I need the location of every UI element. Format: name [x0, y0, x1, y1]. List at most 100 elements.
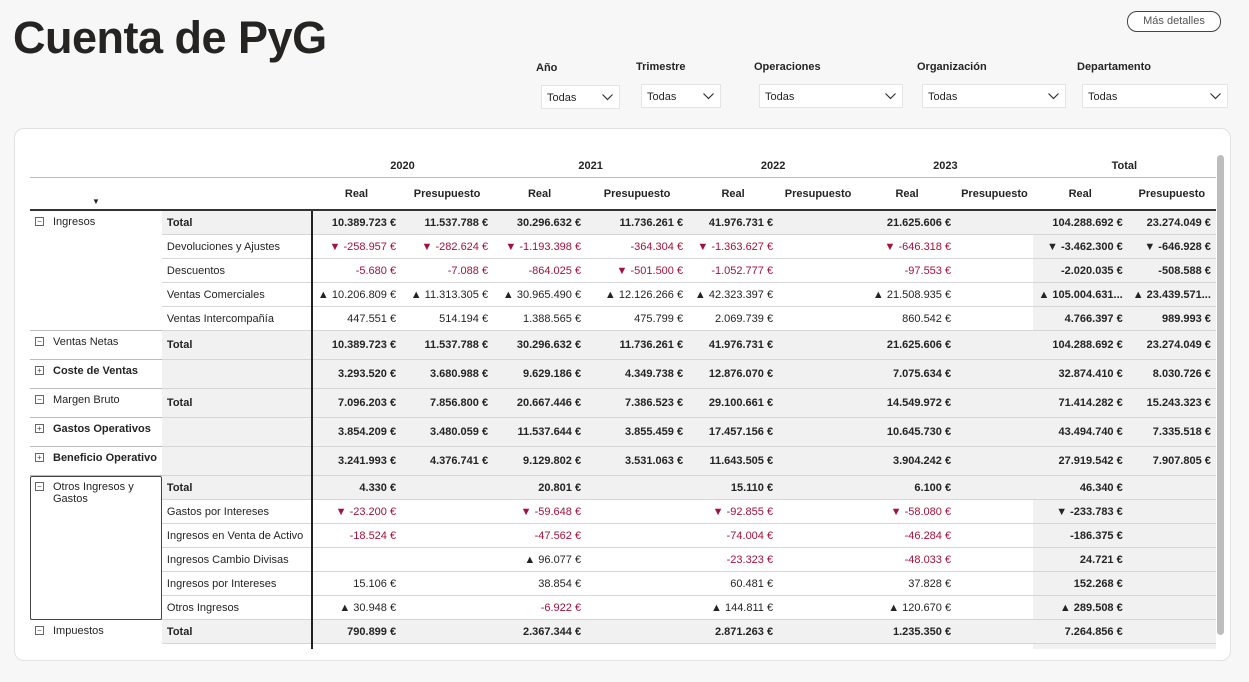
row-label: Gastos por Intereses [161, 499, 313, 524]
value-cell: ▲ 23.439.571... [1127, 282, 1216, 307]
page-title: Cuenta de PyG [13, 12, 327, 63]
filter-dropdown[interactable]: Todas [641, 84, 721, 108]
matrix-row: Gastos por Intereses ▼ -23.200 € ▼ -59.648… [30, 499, 1216, 524]
value-cell: 989.993 € [1127, 306, 1216, 331]
expand-icon[interactable]: + [35, 424, 44, 433]
value-cell: 60.481 € [688, 571, 779, 596]
value-cell: ▼ -92.855 € [688, 499, 779, 524]
value-cell: ▼ -501.500 € [586, 258, 689, 283]
value-cell [778, 330, 859, 360]
details-button[interactable]: Más detalles [1127, 11, 1221, 32]
row-group-label: Otros Ingresos y Gastos [53, 481, 134, 505]
value-cell [586, 547, 689, 572]
value-cell: 7.264.856 € [1032, 619, 1128, 644]
expand-icon[interactable]: − [35, 337, 44, 346]
value-cell: 860.542 € [858, 306, 957, 331]
value-cell [778, 547, 859, 572]
expand-icon[interactable]: + [35, 453, 44, 462]
value-cell: -7.088 € [401, 258, 494, 283]
value-cell [778, 234, 859, 259]
value-cell: 4.766.397 € [1032, 306, 1128, 331]
filter-value: Todas [1088, 91, 1118, 103]
value-cell: 3.680.988 € [401, 359, 494, 389]
chevron [703, 93, 714, 100]
filter-dropdown[interactable]: Todas [1082, 84, 1228, 108]
row-label: Ingresos en Venta de Activo [161, 523, 313, 548]
value-cell: 15.110 € [688, 475, 779, 500]
value-cell [493, 643, 587, 649]
value-cell [956, 330, 1033, 360]
measure-header: Real [688, 177, 779, 211]
value-cell [956, 547, 1033, 572]
matrix-row: + Gastos Operativos 3.854.209 €3.480.059 €… [30, 417, 1216, 447]
value-cell: ▲ 11.313.305 € [401, 282, 494, 307]
expand-icon[interactable]: − [35, 626, 44, 635]
row-label: Total [161, 330, 313, 360]
row-group[interactable]: − Impuestos [30, 619, 162, 649]
value-cell [586, 619, 689, 644]
value-cell: 29.100.661 € [688, 388, 779, 418]
row-group[interactable]: − Ventas Netas [30, 330, 162, 360]
matrix-row: Devoluciones y Ajustes ▼ -258.957 € ▼ -282… [30, 234, 1216, 259]
matrix-card: 2020 2021 2022 2023 Total ▼ Real Presupuesto Rea… [14, 128, 1231, 661]
expand-icon[interactable]: − [35, 217, 44, 226]
row-label [161, 446, 313, 476]
filter-dropdown[interactable]: Todas [759, 84, 903, 108]
row-group-label: Coste de Ventas [53, 365, 138, 377]
value-cell: 7.386.523 € [586, 388, 689, 418]
row-label: Impuestos [161, 643, 313, 649]
filter-label: Operaciones [754, 61, 821, 73]
value-cell: ▼ -3.462.300 € [1032, 234, 1128, 259]
row-group[interactable]: − Otros Ingresos y Gastos [30, 475, 162, 620]
scrollbar[interactable] [1217, 155, 1224, 635]
value-cell: -364.304 € [586, 234, 689, 259]
row-group[interactable]: + Beneficio Operativo [30, 446, 162, 476]
value-cell [956, 210, 1033, 235]
row-group[interactable]: − Margen Bruto [30, 388, 162, 418]
filter-dropdown[interactable]: Todas [922, 84, 1066, 108]
matrix-row: Ventas Intercompañía 447.551 €514.194 €1.… [30, 306, 1216, 331]
value-cell: 2.367.344 € [493, 619, 587, 644]
value-cell [401, 547, 494, 572]
value-cell: 38.854 € [493, 571, 587, 596]
value-cell: 9.129.802 € [493, 446, 587, 476]
value-cell: 3.293.520 € [311, 359, 402, 389]
value-cell [586, 595, 689, 620]
expand-icon[interactable]: − [35, 482, 44, 491]
row-group[interactable]: + Coste de Ventas [30, 359, 162, 389]
value-cell: 10.389.723 € [311, 330, 402, 360]
value-cell: 20.667.446 € [493, 388, 587, 418]
value-cell: ▲ 105.004.631... [1032, 282, 1128, 307]
value-cell: 23.274.049 € [1127, 210, 1216, 235]
value-cell: ▲ 144.811 € [688, 595, 779, 620]
value-cell: -74.004 € [688, 523, 779, 548]
value-cell: 46.340 € [1032, 475, 1128, 500]
value-cell [956, 282, 1033, 307]
row-group-label: Beneficio Operativo [53, 452, 157, 464]
row-label: Total [161, 388, 313, 418]
value-cell [1127, 499, 1216, 524]
value-cell: ▲ 21.508.935 € [858, 282, 957, 307]
value-cell: ▼ -282.624 € [401, 234, 494, 259]
row-label: Devoluciones y Ajustes [161, 234, 313, 259]
year-header: 2020 [311, 155, 494, 178]
value-cell: 14.549.972 € [858, 388, 957, 418]
matrix-row: − Otros Ingresos y Gastos Total 4.330 €20.8… [30, 475, 1216, 620]
row-group[interactable]: − Ingresos [30, 210, 162, 331]
value-cell: 12.876.070 € [688, 359, 779, 389]
measure-header: Presupuesto [956, 177, 1033, 211]
filter-dropdown[interactable]: Todas [541, 85, 620, 109]
value-cell [401, 499, 494, 524]
value-cell [586, 475, 689, 500]
year-header: Total [1032, 155, 1216, 178]
matrix-row: Ingresos por Intereses 15.106 € 38.854 € 60… [30, 571, 1216, 596]
expand-icon[interactable]: − [35, 395, 44, 404]
expand-icon[interactable]: + [35, 366, 44, 375]
row-group[interactable]: + Gastos Operativos [30, 417, 162, 447]
chevron [885, 93, 896, 100]
row-group-label: Ingresos [53, 216, 96, 228]
value-cell: -18.524 € [311, 523, 402, 548]
value-cell: ▲ 12.126.266 € [586, 282, 689, 307]
corner [30, 155, 312, 178]
value-cell [778, 417, 859, 447]
